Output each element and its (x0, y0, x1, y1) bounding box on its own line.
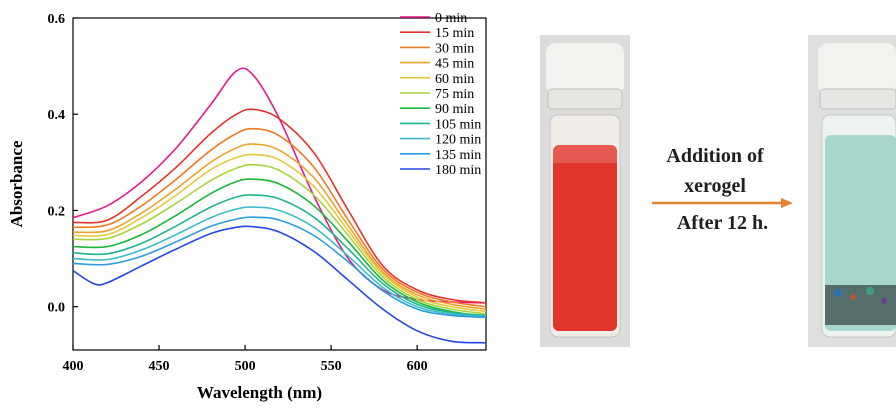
series-line (72, 225, 487, 344)
sediment-particle (834, 289, 842, 297)
series-line (72, 67, 487, 304)
series-line (72, 143, 487, 310)
legend-label: 75 min (435, 87, 474, 102)
x-tick-label: 500 (235, 359, 256, 374)
arrow-head (781, 198, 793, 208)
y-axis-label: Absorbance (7, 140, 26, 227)
x-tick-label: 400 (63, 359, 84, 374)
treated-solution (825, 135, 896, 331)
arrow-icon (652, 198, 793, 208)
annotation-line1: Addition of (666, 145, 764, 167)
x-tick-label: 550 (321, 359, 342, 374)
y-tick-label: 0.2 (48, 204, 66, 219)
chart-series (72, 67, 487, 344)
legend-label: 105 min (435, 117, 481, 132)
annotation-line2: xerogel (684, 175, 746, 197)
series-line (72, 127, 487, 308)
x-axis-label: Wavelength (nm) (197, 383, 322, 402)
y-tick-label: 0.6 (48, 12, 66, 27)
legend-label: 135 min (435, 148, 481, 163)
legend-label: 30 min (435, 41, 474, 56)
vial-cap-ring (547, 88, 623, 110)
red-solution (553, 145, 617, 331)
x-tick-label: 450 (149, 359, 170, 374)
sediment-particle (850, 294, 856, 300)
absorbance-chart: 400 450 500 550 600 0.0 0.2 0.4 0.6 Wavelength (n… (7, 11, 487, 402)
legend-label: 120 min (435, 133, 481, 148)
series-line (72, 216, 487, 319)
legend-label: 15 min (435, 26, 474, 41)
series-line (72, 108, 487, 304)
legend-label: 180 min (435, 163, 481, 178)
annotation-line3: After 12 h. (676, 212, 769, 234)
sediment-particle (866, 287, 874, 295)
vial-cap (546, 43, 624, 95)
vial-cap (818, 43, 896, 95)
series-line (72, 178, 487, 318)
vial-after-photo (808, 35, 896, 347)
plot-frame (72, 17, 487, 351)
legend-label: 60 min (435, 72, 474, 87)
legend-label: 45 min (435, 57, 474, 72)
vial-before-photo (540, 35, 630, 347)
sediment-particle (881, 298, 887, 304)
legend-label: 0 min (435, 11, 467, 26)
legend-label: 90 min (435, 102, 474, 117)
liquid-highlight (553, 145, 617, 163)
series-line (72, 163, 487, 315)
vial-cap-ring (819, 88, 896, 110)
series-line (72, 153, 487, 313)
series-line (72, 206, 487, 318)
chart-axes: 400 450 500 550 600 0.0 0.2 0.4 0.6 Wavelength (n… (7, 12, 487, 402)
y-tick-label: 0.4 (48, 108, 66, 123)
series-line (72, 194, 487, 317)
x-tick-label: 600 (407, 359, 428, 374)
y-tick-label: 0.0 (48, 301, 66, 316)
